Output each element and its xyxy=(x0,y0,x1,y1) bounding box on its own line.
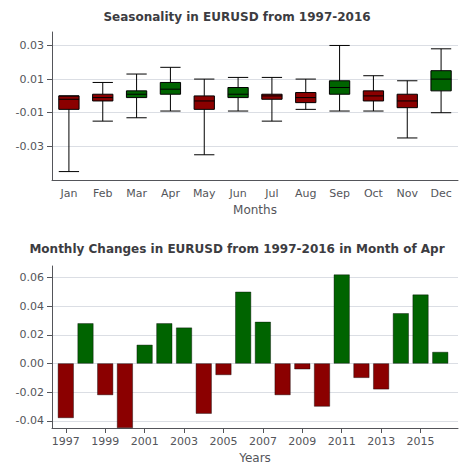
svg-text:2009: 2009 xyxy=(288,435,316,448)
svg-text:0.00: 0.00 xyxy=(20,357,45,370)
svg-text:Dec: Dec xyxy=(430,187,451,200)
svg-text:Apr: Apr xyxy=(161,187,181,200)
svg-text:Feb: Feb xyxy=(93,187,112,200)
svg-text:2011: 2011 xyxy=(328,435,356,448)
svg-text:Jun: Jun xyxy=(228,187,246,200)
svg-text:Aug: Aug xyxy=(295,187,316,200)
svg-text:-0.03: -0.03 xyxy=(16,140,44,153)
svg-text:1997: 1997 xyxy=(52,435,80,448)
svg-text:2015: 2015 xyxy=(407,435,435,448)
svg-text:Sep: Sep xyxy=(329,187,350,200)
svg-text:0.03: 0.03 xyxy=(20,39,45,52)
svg-text:0.02: 0.02 xyxy=(20,328,45,341)
svg-text:Months: Months xyxy=(233,203,277,217)
svg-text:2013: 2013 xyxy=(367,435,395,448)
svg-text:Years: Years xyxy=(238,451,271,465)
svg-text:Monthly Changes in EURUSD from: Monthly Changes in EURUSD from 1997-2016… xyxy=(29,242,444,256)
svg-text:Oct: Oct xyxy=(364,187,384,200)
svg-text:-0.04: -0.04 xyxy=(16,414,44,427)
svg-text:Seasonality in EURUSD from 199: Seasonality in EURUSD from 1997-2016 xyxy=(103,10,370,24)
svg-text:0.01: 0.01 xyxy=(20,73,45,86)
svg-text:2003: 2003 xyxy=(170,435,198,448)
svg-text:Jan: Jan xyxy=(59,187,77,200)
svg-text:-0.02: -0.02 xyxy=(16,386,44,399)
svg-text:1999: 1999 xyxy=(91,435,119,448)
svg-text:May: May xyxy=(193,187,216,200)
svg-text:2007: 2007 xyxy=(249,435,277,448)
svg-text:Mar: Mar xyxy=(126,187,147,200)
svg-text:0.04: 0.04 xyxy=(20,300,45,313)
svg-text:Nov: Nov xyxy=(397,187,419,200)
svg-text:Jul: Jul xyxy=(264,187,278,200)
svg-text:0.06: 0.06 xyxy=(20,271,45,284)
svg-text:-0.01: -0.01 xyxy=(16,106,44,119)
svg-text:2001: 2001 xyxy=(131,435,159,448)
svg-text:2005: 2005 xyxy=(209,435,237,448)
